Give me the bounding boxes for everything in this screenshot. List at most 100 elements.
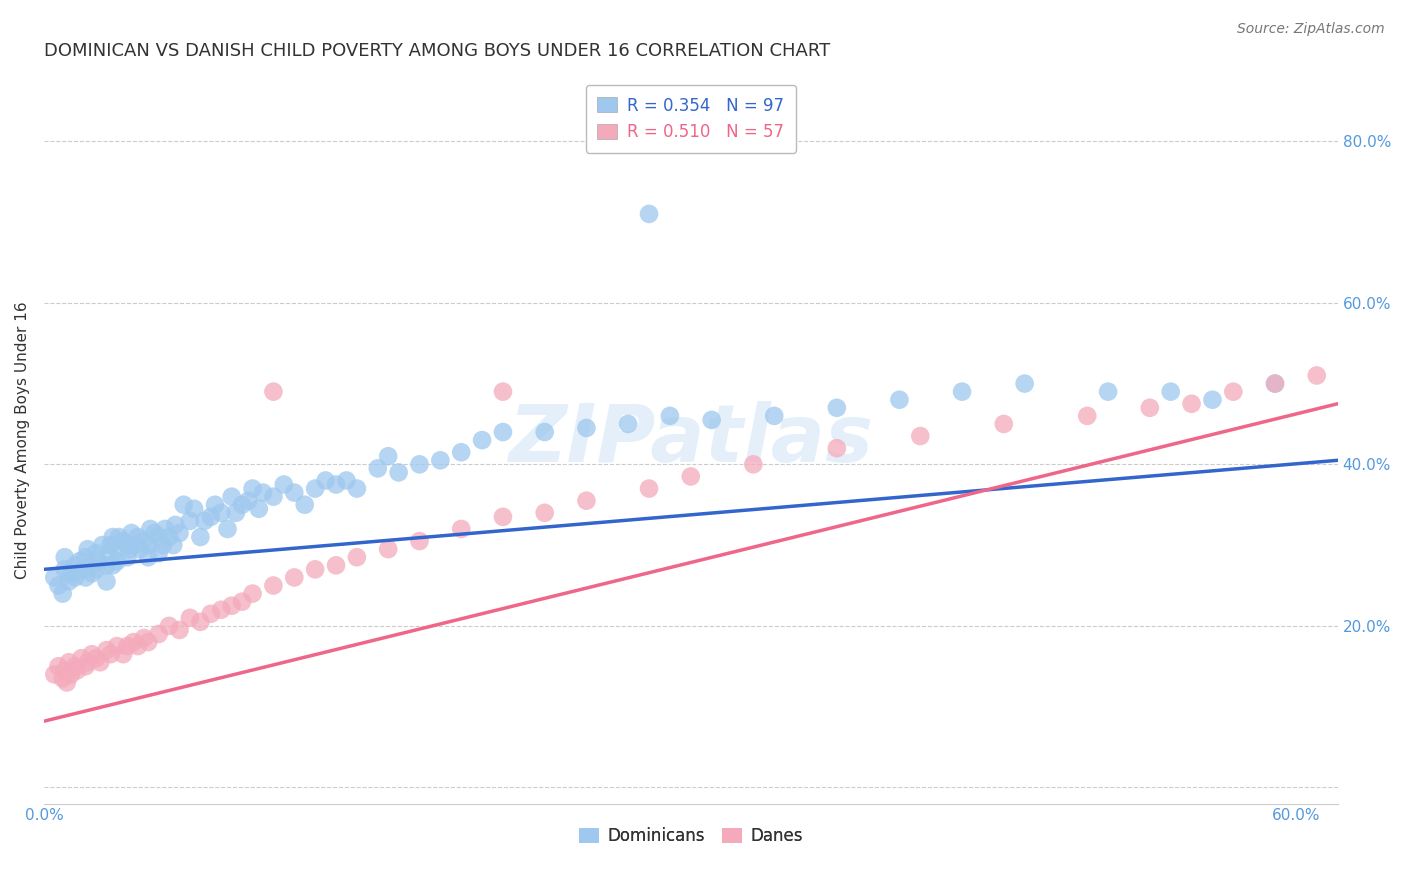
Text: Source: ZipAtlas.com: Source: ZipAtlas.com <box>1237 22 1385 37</box>
Point <box>1201 392 1223 407</box>
Point <box>136 635 159 649</box>
Point <box>190 530 212 544</box>
Point <box>1222 384 1244 399</box>
Point <box>294 498 316 512</box>
Point <box>1076 409 1098 423</box>
Text: DOMINICAN VS DANISH CHILD POVERTY AMONG BOYS UNDER 16 CORRELATION CHART: DOMINICAN VS DANISH CHILD POVERTY AMONG … <box>44 42 830 60</box>
Point <box>67 554 90 568</box>
Point <box>283 570 305 584</box>
Point <box>825 401 848 415</box>
Point <box>56 675 79 690</box>
Point <box>169 526 191 541</box>
Point <box>125 538 148 552</box>
Point <box>112 534 135 549</box>
Point <box>84 651 107 665</box>
Point <box>700 413 723 427</box>
Point <box>97 546 120 560</box>
Point <box>450 522 472 536</box>
Point <box>76 542 98 557</box>
Point <box>157 619 180 633</box>
Point <box>87 554 110 568</box>
Point <box>225 506 247 520</box>
Point <box>105 639 128 653</box>
Point <box>105 554 128 568</box>
Point <box>1097 384 1119 399</box>
Point <box>173 498 195 512</box>
Point <box>75 659 97 673</box>
Point <box>450 445 472 459</box>
Point <box>910 429 932 443</box>
Point <box>100 538 122 552</box>
Point <box>190 615 212 629</box>
Point <box>58 655 80 669</box>
Point <box>127 530 149 544</box>
Point <box>217 522 239 536</box>
Point <box>105 542 128 557</box>
Point <box>638 207 661 221</box>
Point <box>79 558 101 573</box>
Point <box>96 574 118 589</box>
Point <box>143 526 166 541</box>
Point <box>492 425 515 439</box>
Point <box>377 542 399 557</box>
Point <box>70 651 93 665</box>
Point <box>153 522 176 536</box>
Point <box>183 501 205 516</box>
Point <box>889 392 911 407</box>
Point <box>247 501 270 516</box>
Point <box>75 570 97 584</box>
Point <box>76 655 98 669</box>
Point <box>209 603 232 617</box>
Point <box>84 546 107 560</box>
Point <box>48 659 70 673</box>
Point <box>100 647 122 661</box>
Point <box>53 663 76 677</box>
Point <box>96 643 118 657</box>
Point <box>262 384 284 399</box>
Point <box>950 384 973 399</box>
Point <box>262 490 284 504</box>
Point <box>221 599 243 613</box>
Point <box>139 522 162 536</box>
Point <box>638 482 661 496</box>
Point <box>221 490 243 504</box>
Point <box>1306 368 1329 383</box>
Point <box>679 469 702 483</box>
Point <box>238 493 260 508</box>
Point <box>742 458 765 472</box>
Point <box>492 509 515 524</box>
Point <box>273 477 295 491</box>
Point <box>122 635 145 649</box>
Point <box>1180 397 1202 411</box>
Point <box>165 517 187 532</box>
Point <box>96 558 118 573</box>
Point <box>101 530 124 544</box>
Point <box>84 562 107 576</box>
Point <box>252 485 274 500</box>
Point <box>52 586 75 600</box>
Point <box>367 461 389 475</box>
Point <box>429 453 451 467</box>
Point <box>304 482 326 496</box>
Point <box>377 450 399 464</box>
Point <box>63 659 86 673</box>
Point <box>1139 401 1161 415</box>
Point <box>200 607 222 621</box>
Point <box>335 474 357 488</box>
Point <box>44 667 66 681</box>
Point <box>209 506 232 520</box>
Point <box>325 477 347 491</box>
Point <box>63 558 86 573</box>
Point <box>128 542 150 557</box>
Point <box>44 570 66 584</box>
Point <box>204 498 226 512</box>
Point <box>575 421 598 435</box>
Point <box>148 627 170 641</box>
Point <box>283 485 305 500</box>
Point <box>242 482 264 496</box>
Point <box>242 586 264 600</box>
Point <box>492 384 515 399</box>
Point <box>1264 376 1286 391</box>
Point <box>763 409 786 423</box>
Point <box>262 578 284 592</box>
